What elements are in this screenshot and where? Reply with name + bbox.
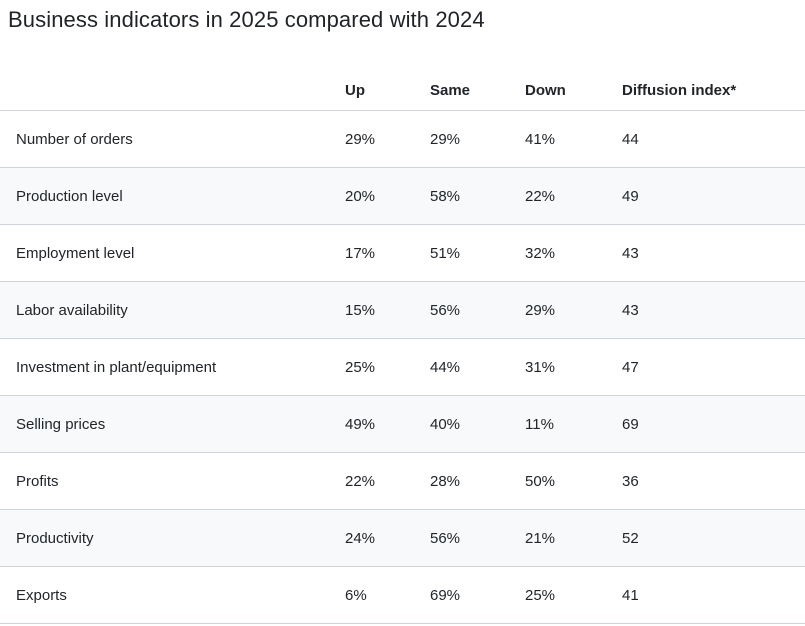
up-value: 29% [345, 110, 430, 168]
down-value: 11% [525, 395, 622, 453]
down-value: 21% [525, 509, 622, 567]
same-value: 51% [430, 224, 525, 282]
up-value: 49% [345, 395, 430, 453]
same-value: 28% [430, 452, 525, 510]
table-row: Investment in plant/equipment 25% 44% 31… [0, 338, 805, 396]
same-value: 44% [430, 338, 525, 396]
up-value: 24% [345, 509, 430, 567]
same-value: 40% [430, 395, 525, 453]
table-row: Production level 20% 58% 22% 49 [0, 167, 805, 225]
down-value: 29% [525, 281, 622, 339]
row-label: Selling prices [0, 395, 345, 453]
diffusion-index-value: 43 [622, 224, 805, 282]
business-indicators-table: Up Same Down Diffusion index* Number of … [0, 70, 805, 624]
diffusion-index-value: 52 [622, 509, 805, 567]
row-label: Profits [0, 452, 345, 510]
row-label: Employment level [0, 224, 345, 282]
up-value: 25% [345, 338, 430, 396]
down-value: 50% [525, 452, 622, 510]
up-value: 17% [345, 224, 430, 282]
table-row: Employment level 17% 51% 32% 43 [0, 224, 805, 282]
table-row: Labor availability 15% 56% 29% 43 [0, 281, 805, 339]
diffusion-index-value: 41 [622, 566, 805, 624]
table-header: Up Same Down Diffusion index* [0, 70, 805, 111]
table-row: Exports 6% 69% 25% 41 [0, 566, 805, 624]
down-value: 31% [525, 338, 622, 396]
column-header-down: Down [525, 70, 622, 111]
same-value: 56% [430, 281, 525, 339]
diffusion-index-value: 44 [622, 110, 805, 168]
down-value: 25% [525, 566, 622, 624]
table-row: Profits 22% 28% 50% 36 [0, 452, 805, 510]
same-value: 56% [430, 509, 525, 567]
same-value: 69% [430, 566, 525, 624]
page-title: Business indicators in 2025 compared wit… [8, 7, 485, 32]
up-value: 20% [345, 167, 430, 225]
up-value: 15% [345, 281, 430, 339]
diffusion-index-value: 69 [622, 395, 805, 453]
column-header-diffusion-index: Diffusion index* [622, 70, 805, 111]
down-value: 32% [525, 224, 622, 282]
up-value: 22% [345, 452, 430, 510]
row-label: Number of orders [0, 110, 345, 168]
row-label: Production level [0, 167, 345, 225]
down-value: 41% [525, 110, 622, 168]
diffusion-index-value: 43 [622, 281, 805, 339]
table-row: Productivity 24% 56% 21% 52 [0, 509, 805, 567]
table-body: Number of orders 29% 29% 41% 44 Producti… [0, 110, 805, 624]
diffusion-index-value: 36 [622, 452, 805, 510]
column-header-up: Up [345, 70, 430, 111]
same-value: 29% [430, 110, 525, 168]
column-header-same: Same [430, 70, 525, 111]
table-row: Number of orders 29% 29% 41% 44 [0, 110, 805, 168]
row-label: Labor availability [0, 281, 345, 339]
column-header-indicator [0, 70, 345, 111]
header-row: Up Same Down Diffusion index* [0, 70, 805, 111]
up-value: 6% [345, 566, 430, 624]
diffusion-index-value: 47 [622, 338, 805, 396]
diffusion-index-value: 49 [622, 167, 805, 225]
row-label: Investment in plant/equipment [0, 338, 345, 396]
row-label: Exports [0, 566, 345, 624]
table-row: Selling prices 49% 40% 11% 69 [0, 395, 805, 453]
row-label: Productivity [0, 509, 345, 567]
down-value: 22% [525, 167, 622, 225]
same-value: 58% [430, 167, 525, 225]
